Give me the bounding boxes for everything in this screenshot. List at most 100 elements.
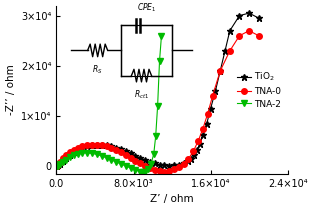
TiO$_2$	[81, 147, 85, 149]
TNA-0	[76, 147, 80, 149]
TNA-2	[158, 60, 162, 62]
TNA-0	[59, 161, 62, 163]
TNA-0	[81, 145, 85, 148]
TNA-2	[110, 159, 113, 161]
TiO$_2$	[59, 163, 62, 165]
TNA-0	[211, 95, 214, 97]
TNA-2	[141, 171, 145, 173]
TNA-0	[257, 34, 261, 37]
Line: TiO$_2$: TiO$_2$	[54, 10, 262, 169]
TNA-0	[228, 50, 232, 52]
TNA-0	[124, 154, 128, 156]
TiO$_2$	[110, 145, 113, 148]
TNA-0	[247, 29, 251, 32]
TNA-0	[114, 149, 118, 151]
TNA-0	[134, 160, 137, 162]
TNA-2	[138, 170, 142, 173]
TNA-0	[100, 144, 104, 147]
TiO$_2$	[192, 154, 196, 157]
TiO$_2$	[213, 90, 217, 92]
TiO$_2$	[138, 157, 142, 159]
TNA-2	[119, 163, 123, 165]
TNA-0	[158, 170, 162, 172]
TiO$_2$	[85, 145, 89, 148]
Text: $CPE_1$: $CPE_1$	[137, 1, 156, 14]
TNA-2	[105, 157, 108, 159]
TNA-0	[238, 34, 241, 37]
TNA-2	[55, 165, 59, 168]
TNA-2	[129, 167, 132, 169]
TiO$_2$	[153, 162, 156, 165]
TiO$_2$	[158, 163, 162, 166]
TNA-0	[206, 112, 210, 115]
TNA-0	[110, 147, 113, 149]
TiO$_2$	[90, 144, 94, 147]
TNA-2	[154, 135, 157, 138]
TNA-0	[129, 157, 132, 159]
TNA-0	[187, 158, 190, 160]
TiO$_2$	[167, 164, 171, 167]
TNA-0	[143, 165, 147, 167]
TNA-0	[196, 140, 200, 143]
TiO$_2$	[177, 163, 181, 166]
Line: TNA-2: TNA-2	[54, 33, 164, 175]
TNA-0	[182, 163, 186, 165]
TNA-0	[177, 166, 181, 168]
Legend: TiO$_2$, TNA-0, TNA-2: TiO$_2$, TNA-0, TNA-2	[235, 69, 283, 110]
TiO$_2$	[201, 134, 205, 136]
TNA-2	[160, 34, 163, 37]
TNA-0	[172, 168, 176, 170]
TiO$_2$	[257, 17, 261, 19]
TiO$_2$	[187, 160, 190, 163]
TiO$_2$	[223, 50, 227, 52]
TiO$_2$	[148, 161, 152, 163]
TNA-2	[95, 153, 99, 156]
TNA-2	[149, 163, 153, 166]
Bar	[121, 25, 172, 76]
TNA-0	[201, 127, 205, 130]
TNA-0	[191, 150, 195, 153]
TNA-0	[90, 144, 94, 146]
Text: $R_S$: $R_S$	[92, 63, 103, 76]
X-axis label: Z’ / ohm: Z’ / ohm	[150, 194, 194, 205]
TiO$_2$	[238, 14, 241, 17]
TNA-0	[64, 154, 68, 157]
TiO$_2$	[100, 144, 104, 146]
TNA-0	[55, 165, 59, 167]
TiO$_2$	[182, 162, 186, 165]
TiO$_2$	[72, 151, 76, 154]
TNA-0	[138, 162, 142, 165]
TiO$_2$	[119, 148, 123, 151]
TNA-0	[95, 144, 99, 146]
TNA-0	[68, 151, 72, 154]
TNA-0	[61, 157, 65, 160]
TiO$_2$	[114, 147, 118, 149]
TiO$_2$	[124, 150, 128, 153]
TiO$_2$	[195, 149, 199, 152]
TiO$_2$	[105, 144, 108, 147]
TiO$_2$	[57, 164, 60, 167]
TiO$_2$	[95, 144, 99, 146]
TNA-2	[68, 156, 72, 159]
TNA-2	[76, 153, 80, 155]
TNA-2	[143, 170, 147, 173]
TNA-0	[72, 149, 76, 151]
TNA-0	[162, 170, 166, 173]
TNA-2	[81, 152, 85, 154]
TiO$_2$	[61, 160, 65, 163]
Y-axis label: -Z’’ / ohm: -Z’’ / ohm	[6, 64, 16, 115]
Text: $R_{ct1}$: $R_{ct1}$	[134, 88, 149, 101]
TNA-0	[148, 167, 152, 169]
TiO$_2$	[64, 157, 68, 160]
TiO$_2$	[162, 164, 166, 167]
TiO$_2$	[198, 143, 202, 145]
TiO$_2$	[172, 164, 176, 167]
TNA-0	[167, 169, 171, 172]
TNA-2	[134, 169, 137, 171]
TiO$_2$	[134, 155, 137, 157]
TNA-2	[72, 154, 76, 157]
TNA-2	[57, 164, 60, 167]
TNA-2	[152, 153, 156, 155]
TNA-0	[119, 151, 123, 154]
TNA-2	[146, 168, 150, 170]
